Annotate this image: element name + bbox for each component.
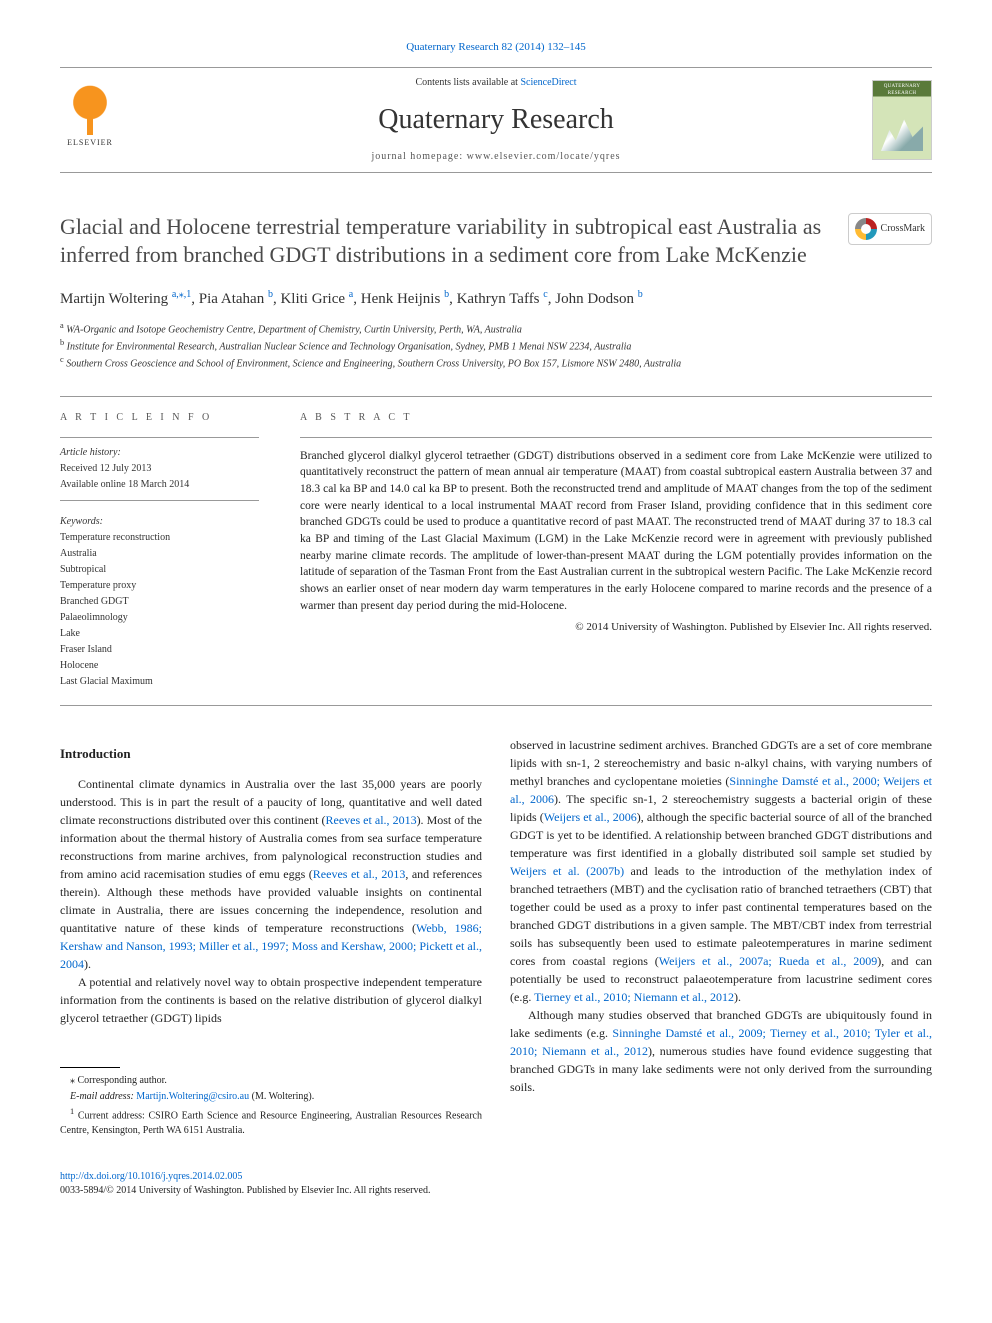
article-info-heading: A R T I C L E I N F O (60, 411, 259, 425)
intro-p1: Continental climate dynamics in Australi… (60, 775, 482, 973)
intro-heading: Introduction (60, 744, 482, 764)
intro-p3: observed in lacustrine sediment archives… (510, 736, 932, 1006)
email-link[interactable]: Martijn.Woltering@csiro.au (136, 1091, 249, 1102)
journal-header-center: Contents lists available at ScienceDirec… (120, 76, 872, 163)
journal-header: ELSEVIER Contents lists available at Sci… (60, 67, 932, 172)
article-title: Glacial and Holocene terrestrial tempera… (60, 213, 828, 270)
crossmark-icon (855, 218, 877, 240)
keyword-item: Palaeolimnology (60, 611, 259, 625)
footnote-rule (60, 1067, 120, 1068)
page-footer: http://dx.doi.org/10.1016/j.yqres.2014.0… (60, 1170, 932, 1198)
abstract-copyright: © 2014 University of Washington. Publish… (300, 620, 932, 635)
abstract-block: A B S T R A C T Branched glycerol dialky… (300, 411, 932, 691)
issn-copyright: 0033-5894/© 2014 University of Washingto… (60, 1185, 430, 1196)
authors-line: Martijn Woltering a,⁎,1, Pia Atahan b, K… (60, 288, 932, 310)
current-address: 1 Current address: CSIRO Earth Science a… (60, 1106, 482, 1137)
corresponding-author: ⁎ Corresponding author. (60, 1074, 482, 1088)
keywords-label: Keywords: (60, 515, 259, 529)
article-info-block: A R T I C L E I N F O Article history: R… (60, 411, 260, 691)
journal-homepage: journal homepage: www.elsevier.com/locat… (120, 150, 872, 164)
affiliation-line: a WA-Organic and Isotope Geochemistry Ce… (60, 320, 932, 337)
ref-link[interactable]: Weijers et al., 2007a; Rueda et al., 200… (659, 954, 877, 968)
doi-link[interactable]: http://dx.doi.org/10.1016/j.yqres.2014.0… (60, 1171, 242, 1182)
keyword-item: Temperature proxy (60, 579, 259, 593)
keyword-item: Temperature reconstruction (60, 531, 259, 545)
keyword-item: Fraser Island (60, 643, 259, 657)
ref-link[interactable]: Weijers et al. (2007b) (510, 864, 624, 878)
abstract-heading: A B S T R A C T (300, 411, 932, 425)
intro-p2: A potential and relatively novel way to … (60, 973, 482, 1027)
affiliation-line: c Southern Cross Geoscience and School o… (60, 354, 932, 371)
keyword-item: Last Glacial Maximum (60, 675, 259, 689)
received-date: Received 12 July 2013 (60, 462, 259, 476)
elsevier-logo[interactable]: ELSEVIER (60, 85, 120, 155)
history-label: Article history: (60, 446, 259, 460)
keywords-list: Temperature reconstruction Australia Subtr… (60, 531, 259, 689)
affiliation-line: b Institute for Environmental Research, … (60, 337, 932, 354)
elsevier-tree-icon (65, 85, 115, 135)
journal-cover-thumbnail[interactable]: QUATERNARY RESEARCH (872, 80, 932, 160)
ref-link[interactable]: Tierney et al., 2010; Niemann et al., 20… (534, 990, 734, 1004)
keyword-item: Australia (60, 547, 259, 561)
ref-link[interactable]: Reeves et al., 2013 (325, 813, 416, 827)
keyword-item: Lake (60, 627, 259, 641)
affiliations: a WA-Organic and Isotope Geochemistry Ce… (60, 320, 932, 372)
contents-prefix: Contents lists available at (415, 77, 520, 88)
ref-link[interactable]: Weijers et al., 2006 (544, 810, 637, 824)
header-citation: Quaternary Research 82 (2014) 132–145 (60, 40, 932, 55)
contents-line: Contents lists available at ScienceDirec… (120, 76, 872, 90)
intro-p4: Although many studies observed that bran… (510, 1006, 932, 1096)
sciencedirect-link[interactable]: ScienceDirect (520, 77, 576, 88)
crossmark-label: CrossMark (881, 222, 925, 236)
ref-link[interactable]: Reeves et al., 2013 (313, 867, 406, 881)
homepage-prefix: journal homepage: (371, 151, 466, 162)
body-columns: Introduction Continental climate dynamic… (60, 736, 932, 1140)
journal-cover-title: QUATERNARY RESEARCH (873, 83, 931, 97)
article-meta-row: A R T I C L E I N F O Article history: R… (60, 396, 932, 706)
citation-link[interactable]: Quaternary Research 82 (2014) 132–145 (406, 41, 586, 53)
elsevier-text: ELSEVIER (67, 137, 113, 148)
keyword-item: Subtropical (60, 563, 259, 577)
homepage-url[interactable]: www.elsevier.com/locate/yqres (467, 151, 621, 162)
available-date: Available online 18 March 2014 (60, 478, 259, 492)
journal-name: Quaternary Research (120, 100, 872, 139)
abstract-body: Branched glycerol dialkyl glycerol tetra… (300, 448, 932, 615)
keyword-item: Branched GDGT (60, 595, 259, 609)
crossmark-badge[interactable]: CrossMark (848, 213, 932, 245)
keyword-item: Holocene (60, 659, 259, 673)
footnotes: ⁎ Corresponding author. E-mail address: … (60, 1074, 482, 1137)
email-line: E-mail address: Martijn.Woltering@csiro.… (60, 1090, 482, 1104)
